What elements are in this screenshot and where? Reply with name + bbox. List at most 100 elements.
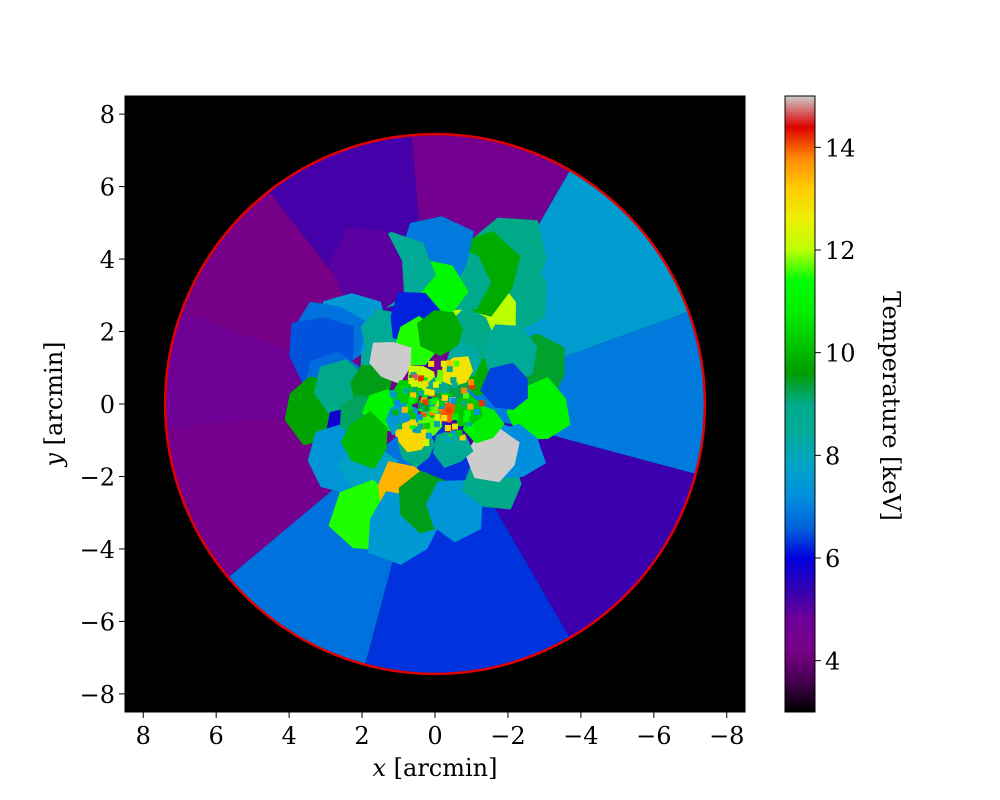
core-cell [424, 422, 431, 429]
y-axis-unit: [arcmin] [40, 341, 68, 452]
core-cell [412, 386, 419, 393]
core-cell [437, 369, 444, 376]
core-cell [466, 422, 473, 429]
core-cell [403, 387, 410, 394]
core-cell [408, 377, 415, 384]
core-cell [434, 413, 441, 420]
core-cell [435, 393, 442, 400]
core-cell [414, 427, 421, 434]
core-cell [450, 377, 457, 384]
y-tick-label: 8 [100, 101, 115, 129]
y-tick-label: 4 [100, 246, 115, 274]
x-tick-label: −2 [490, 722, 525, 750]
core-cell [421, 377, 428, 384]
core-cell [420, 411, 427, 418]
core-cell [401, 406, 408, 413]
x-tick-label: 8 [136, 722, 151, 750]
core-cell [410, 413, 417, 420]
core-cell [462, 392, 469, 399]
core-cell [446, 366, 453, 373]
core-cell [432, 407, 439, 414]
core-cell [450, 397, 457, 404]
core-cell [451, 382, 458, 389]
x-tick-label: −8 [709, 722, 744, 750]
inner-voronoi-cell [480, 362, 528, 410]
x-axis-unit: [arcmin] [386, 754, 497, 782]
core-cell [456, 429, 463, 436]
y-tick-label: −8 [80, 681, 115, 709]
colorbar-title: Temperature [keV] [877, 291, 905, 521]
core-cell [409, 419, 416, 426]
core-cell [435, 378, 442, 385]
x-axis-title: x [arcmin] [372, 754, 497, 782]
core-cell [430, 398, 437, 405]
y-tick-label: −2 [80, 463, 115, 491]
colorbar-tick-label: 12 [825, 237, 856, 265]
y-tick-label: −4 [80, 536, 115, 564]
y-tick-label: −6 [80, 608, 115, 636]
boundary-circle [163, 132, 707, 676]
y-tick-label: 2 [100, 319, 115, 347]
outer-sector-cell [359, 404, 580, 674]
colorbar-tick-label: 14 [825, 134, 856, 162]
core-cell [411, 373, 418, 380]
core-cell [467, 403, 474, 410]
core-cell [418, 375, 425, 382]
core-cell [394, 399, 401, 406]
core-cell [437, 400, 444, 407]
colorbar-tick-label: 6 [825, 545, 840, 573]
y-axis-title: y [arcmin] [40, 341, 68, 467]
core-cell [407, 408, 414, 415]
core-cell [441, 414, 448, 421]
core-cell [425, 432, 432, 439]
core-cell [437, 373, 444, 380]
core-cell [459, 434, 466, 441]
x-axis-variable: x [372, 754, 386, 782]
core-cell [445, 436, 452, 443]
x-tick-label: 2 [354, 722, 369, 750]
inner-voronoi-cell [426, 480, 483, 543]
x-tick-label: 0 [427, 722, 442, 750]
core-cell [440, 360, 447, 367]
core-cell [409, 422, 416, 429]
y-tick-label: 0 [100, 391, 115, 419]
core-cell [390, 392, 397, 399]
core-cell [445, 407, 452, 414]
core-cell [428, 360, 435, 367]
y-tick-label: 6 [100, 174, 115, 202]
core-cell [423, 405, 430, 412]
core-cell [441, 394, 448, 401]
x-tick-label: −4 [563, 722, 598, 750]
core-cell [451, 434, 458, 441]
core-cell [446, 392, 453, 399]
inner-voronoi-cell [369, 342, 412, 384]
core-cell [474, 409, 481, 416]
core-cell [432, 381, 439, 388]
core-cell [410, 392, 417, 399]
core-cell [418, 402, 425, 409]
core-cell [405, 404, 412, 411]
colorbar-tick-label: 4 [825, 648, 840, 676]
y-axis-variable: y [40, 453, 68, 468]
core-cell [463, 416, 470, 423]
core-cell [417, 423, 424, 430]
core-cell [417, 390, 424, 397]
colorbar-tick-label: 10 [825, 340, 856, 368]
core-cell [392, 409, 399, 416]
core-cell [408, 397, 415, 404]
core-cell [446, 360, 453, 367]
colorbar-gradient [784, 95, 816, 713]
inner-voronoi-cell [340, 411, 388, 470]
core-cell [424, 388, 431, 395]
core-cell [422, 380, 429, 387]
core-cell [444, 424, 451, 431]
core-cell [423, 440, 430, 447]
core-cell [425, 399, 432, 406]
core-cell [464, 410, 471, 417]
core-cell [460, 400, 467, 407]
core-cell [449, 430, 456, 437]
core-cell [451, 423, 458, 430]
core-cell [448, 434, 455, 441]
core-cell [453, 360, 460, 367]
